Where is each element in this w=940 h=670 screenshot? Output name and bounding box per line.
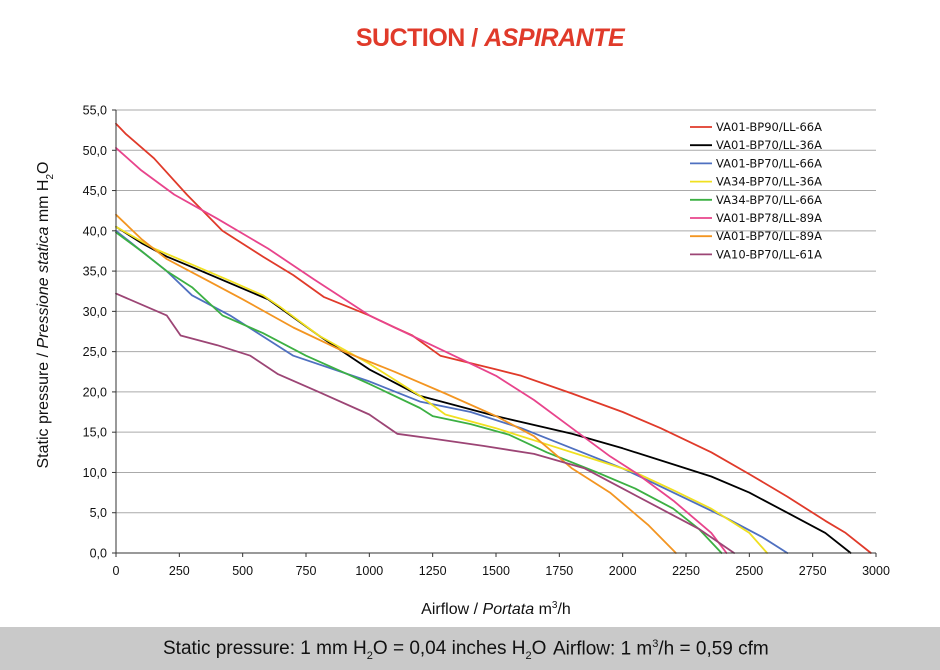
x-tick-label: 2250 — [672, 564, 700, 578]
x-tick-label: 1500 — [482, 564, 510, 578]
y-tick-label: 45,0 — [83, 184, 107, 198]
y-tick-label: 25,0 — [83, 345, 107, 359]
legend-label: VA01-BP70/LL-36A — [716, 138, 822, 152]
legend-label: VA01-BP78/LL-89A — [716, 211, 822, 225]
legend-item: VA01-BP70/LL-66A — [690, 156, 822, 170]
x-tick-label: 0 — [113, 564, 120, 578]
conversion-footer: Static pressure: 1 mm H2O = 0,04 inches … — [0, 627, 940, 670]
x-tick-label: 1000 — [355, 564, 383, 578]
axes — [112, 109, 877, 557]
grid-lines — [116, 109, 876, 514]
pressure-conversion-note: Static pressure: 1 mm H2O = 0,04 inches … — [163, 638, 547, 662]
legend-label: VA01-BP70/LL-66A — [716, 156, 822, 170]
legend-item: VA01-BP90/LL-66A — [690, 120, 822, 134]
airflow-conversion-note: Airflow: 1 m3/h = 0,59 cfm — [553, 638, 769, 660]
y-tick-label: 0,0 — [90, 547, 107, 561]
series-line-va01-bp70-ll-66a — [115, 229, 789, 554]
legend-item: VA34-BP70/LL-36A — [690, 175, 822, 189]
chart-title: SUCTION / ASPIRANTE — [355, 24, 625, 52]
x-tick-label: 1750 — [545, 564, 573, 578]
series-line-va34-bp70-ll-36a — [115, 225, 768, 554]
legend-label: VA34-BP70/LL-36A — [716, 175, 822, 189]
x-tick-label: 1250 — [419, 564, 447, 578]
series-line-va01-bp78-ll-89a — [115, 146, 728, 554]
y-tick-label: 55,0 — [83, 104, 107, 118]
legend-item: VA10-BP70/LL-61A — [690, 247, 822, 261]
legend-label: VA01-BP90/LL-66A — [716, 120, 822, 134]
series-line-va10-bp70-ll-61a — [115, 292, 735, 554]
y-tick-label: 35,0 — [83, 265, 107, 279]
legend-label: VA01-BP70/LL-89A — [716, 229, 822, 243]
x-tick-label: 750 — [296, 564, 317, 578]
x-tick-label: 2000 — [609, 564, 637, 578]
y-tick-label: 15,0 — [83, 426, 107, 440]
y-tick-label: 5,0 — [90, 506, 107, 520]
y-tick-labels: 0,0 5,0 10,0 15,0 20,0 25,0 30,0 35,0 40,0 45,0 50… — [83, 104, 107, 561]
legend-item: VA01-BP78/LL-89A — [690, 211, 822, 225]
x-tick-label: 2750 — [799, 564, 827, 578]
legend-label: VA10-BP70/LL-61A — [716, 247, 822, 261]
x-tick-label: 500 — [232, 564, 253, 578]
series-line-va34-bp70-ll-66a — [115, 231, 723, 554]
legend-item: VA34-BP70/LL-66A — [690, 193, 822, 207]
legend: VA01-BP90/LL-66A VA01-BP70/LL-36A VA01-BP7… — [690, 120, 822, 261]
series-line-va01-bp70-ll-36a — [115, 225, 852, 554]
y-axis-title: Static pressure / Pressione statica mm H… — [35, 161, 56, 468]
y-tick-label: 50,0 — [83, 144, 107, 158]
chart-area: 0 250 500 750 1000 1250 1500 1750 2000 2250 2500 27… — [35, 104, 890, 619]
series-line-va01-bp90-ll-66a — [115, 122, 872, 554]
x-tick-label: 3000 — [862, 564, 890, 578]
series-lines — [115, 122, 872, 554]
x-tick-label: 250 — [169, 564, 190, 578]
x-axis-title: Airflow / Portata m3/h — [421, 600, 571, 618]
legend-label: VA34-BP70/LL-66A — [716, 193, 822, 207]
y-tick-label: 30,0 — [83, 305, 107, 319]
y-tick-label: 10,0 — [83, 466, 107, 480]
y-tick-label: 40,0 — [83, 224, 107, 238]
y-tick-label: 20,0 — [83, 385, 107, 399]
x-tick-labels: 0 250 500 750 1000 1250 1500 1750 2000 2250 2500 27… — [113, 564, 890, 578]
legend-item: VA01-BP70/LL-89A — [690, 229, 822, 243]
legend-item: VA01-BP70/LL-36A — [690, 138, 822, 152]
x-tick-label: 2500 — [735, 564, 763, 578]
series-line-va01-bp70-ll-89a — [115, 213, 677, 554]
